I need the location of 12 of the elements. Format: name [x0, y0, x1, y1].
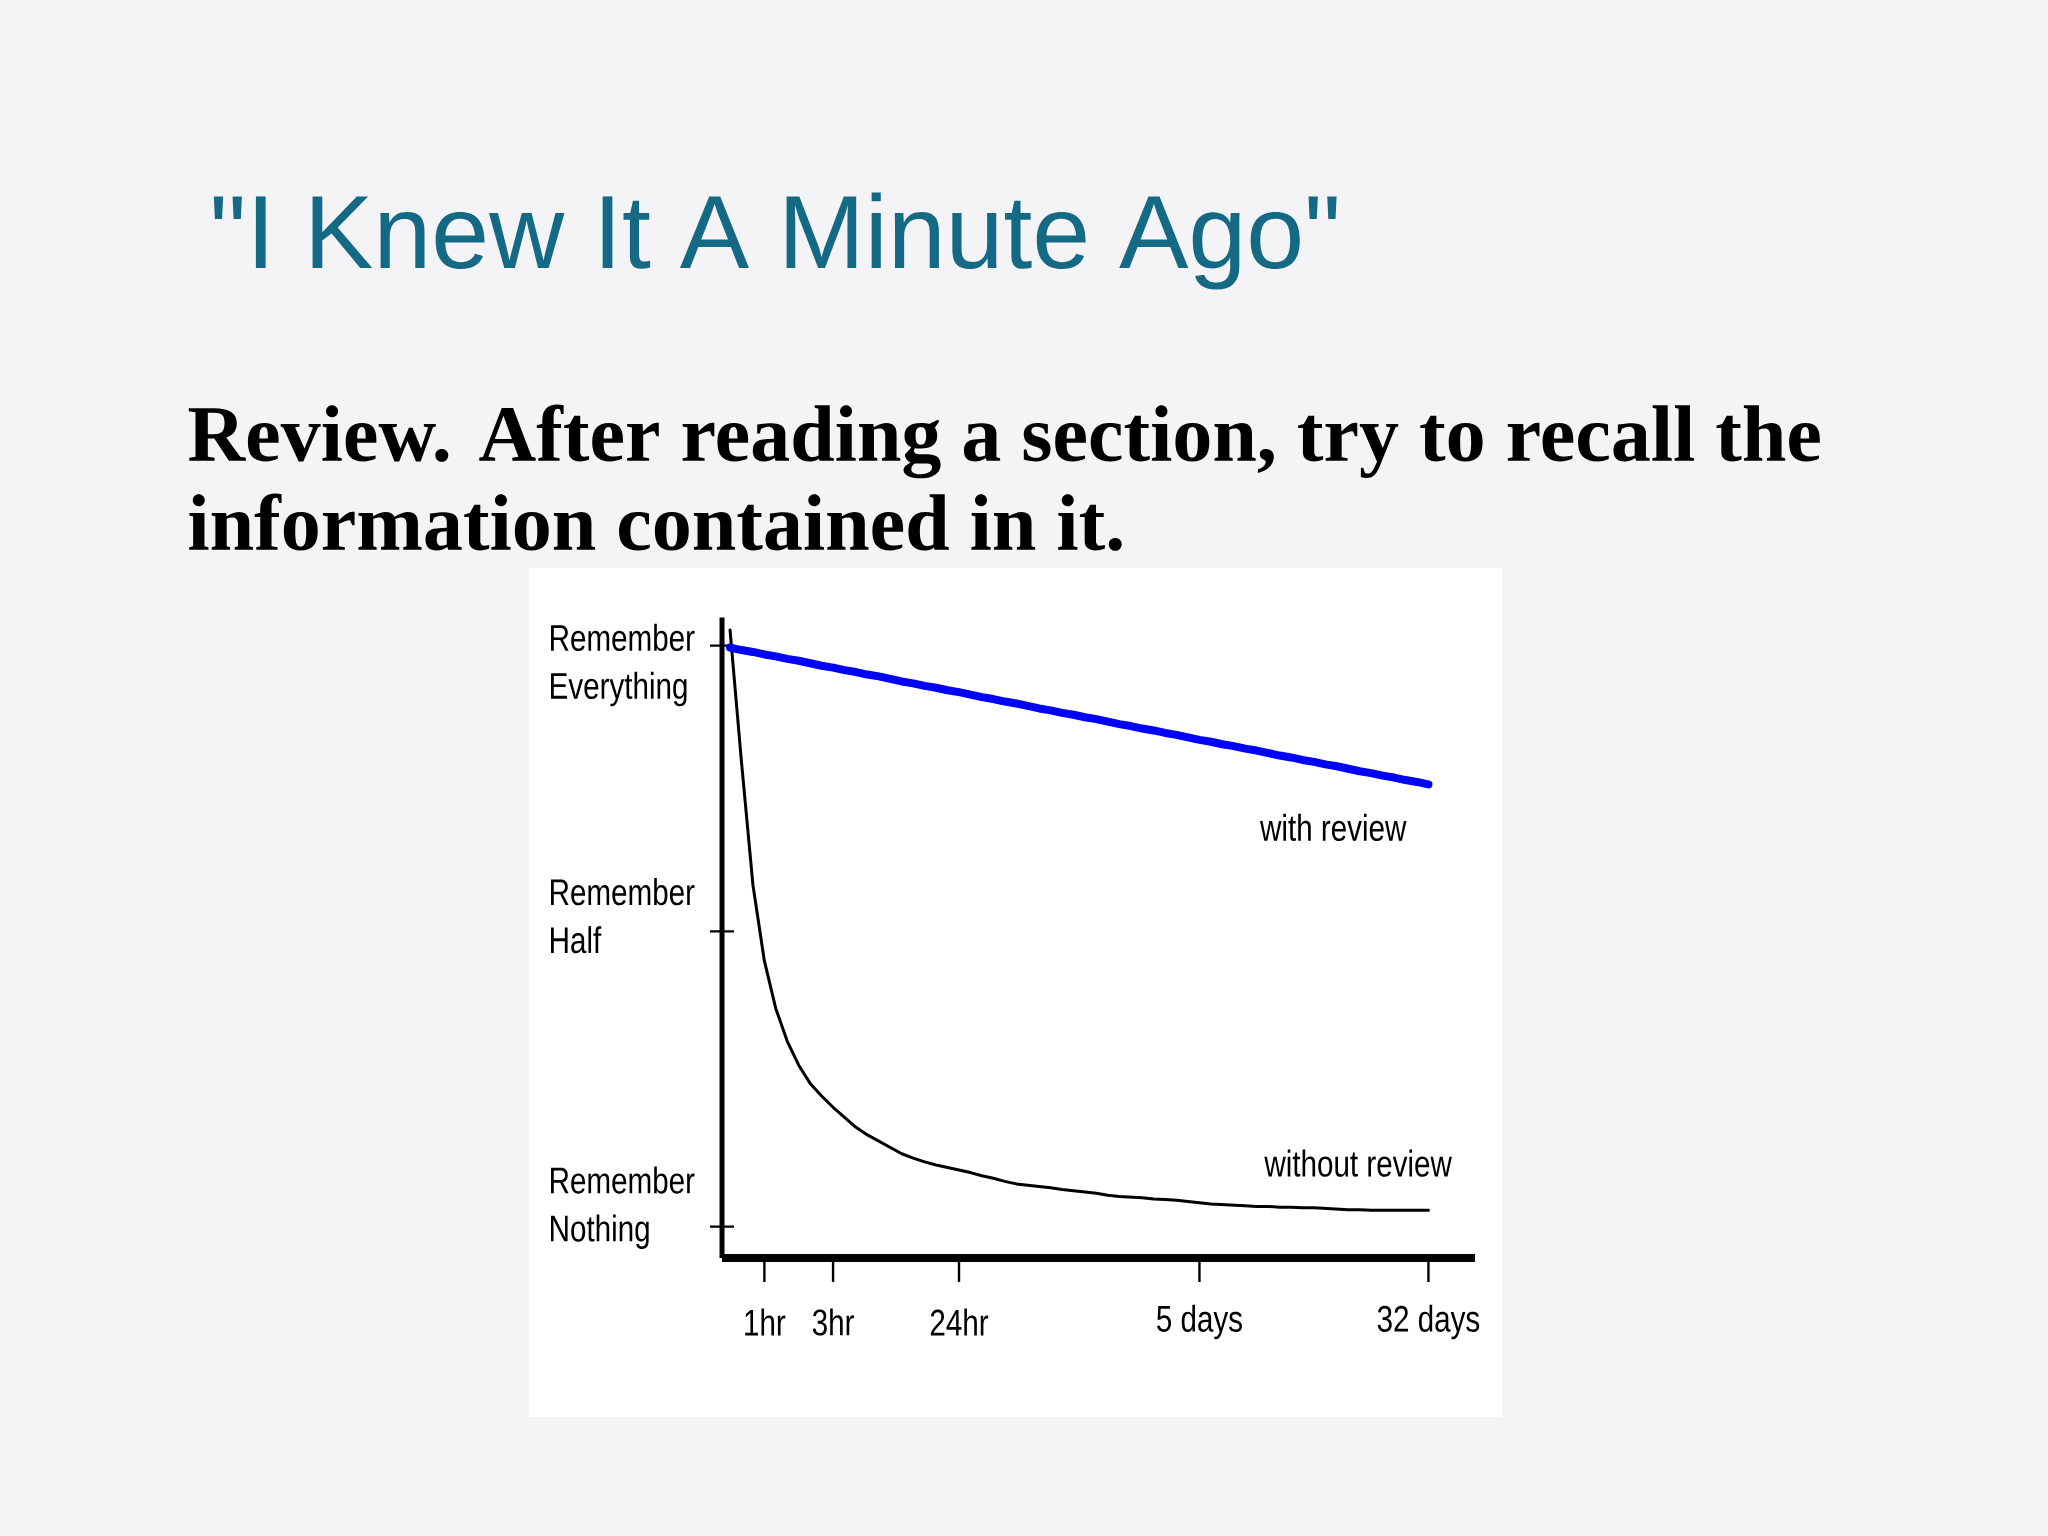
chart-title: "I Knew It A Minute Ago" [213, 192, 1337, 290]
x-tick-label: 3hr [812, 1308, 854, 1336]
series-label: without review [1264, 1149, 1452, 1177]
x-tick-label: 5 days [1157, 1304, 1242, 1340]
x-tick-label: 32 days [1377, 1304, 1480, 1340]
x-tick-label: 24hr [930, 1308, 989, 1336]
series-label: with review [1259, 813, 1407, 842]
x-tick-label: 1hr [745, 1308, 786, 1336]
text: Remember Half [551, 878, 695, 954]
text: Remember Nothing [551, 1166, 695, 1249]
text: Remember Everything [551, 623, 695, 707]
chart-subtitle: Review. After reading a section, try to recall the information contained in it. [188, 404, 1820, 551]
